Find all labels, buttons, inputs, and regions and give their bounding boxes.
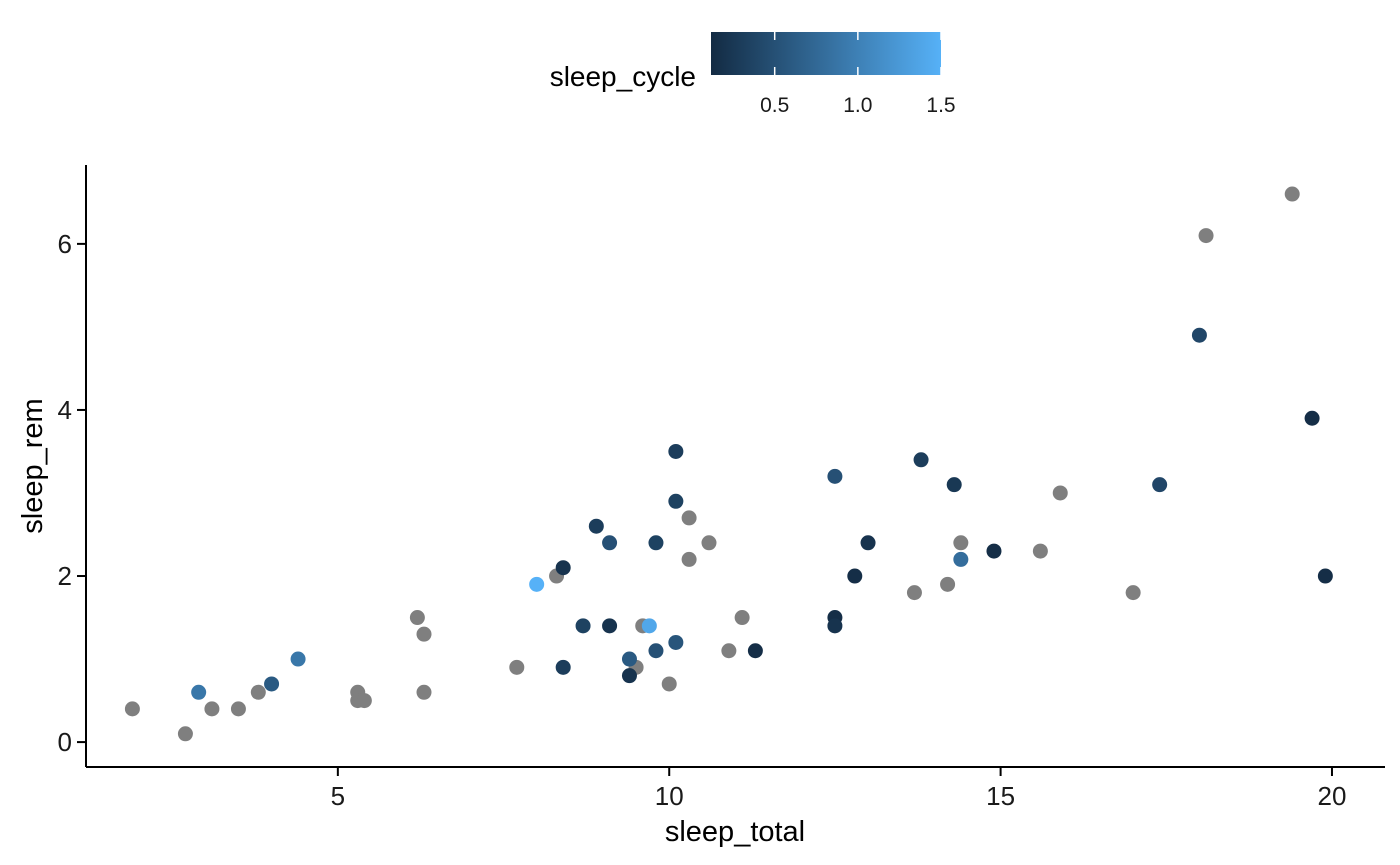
data-point <box>356 693 372 709</box>
colorbar-ticks: 0.5 1.0 1.5 <box>760 32 956 117</box>
data-point <box>860 535 876 551</box>
data-point <box>264 676 280 692</box>
y-tick-label: 4 <box>58 395 72 425</box>
data-point <box>668 443 684 459</box>
x-tick-label: 20 <box>1318 781 1347 811</box>
data-point <box>555 560 571 576</box>
data-point <box>940 576 956 592</box>
data-point <box>621 668 637 684</box>
data-point <box>416 626 432 642</box>
data-point <box>1125 585 1141 601</box>
data-point <box>681 551 697 567</box>
data-point <box>953 551 969 567</box>
colorbar-tick-label: 1.5 <box>926 94 955 117</box>
data-point <box>847 568 863 584</box>
data-point <box>588 518 604 534</box>
x-tick-label: 15 <box>986 781 1015 811</box>
data-point <box>648 643 664 659</box>
data-point <box>734 610 750 626</box>
data-point <box>602 618 618 634</box>
x-axis-title: sleep_total <box>665 816 805 848</box>
data-point <box>555 659 571 675</box>
legend: sleep_cycle 0.5 1.0 1.5 <box>550 32 956 117</box>
data-point <box>509 659 525 675</box>
data-point <box>177 726 193 742</box>
data-point <box>602 535 618 551</box>
data-point <box>986 543 1002 559</box>
data-point <box>191 684 207 700</box>
x-axis-ticks: 5 10 15 20 <box>331 767 1347 811</box>
data-points <box>124 186 1333 742</box>
data-point <box>668 634 684 650</box>
data-point <box>529 576 545 592</box>
data-point <box>575 618 591 634</box>
data-point <box>290 651 306 667</box>
data-point <box>230 701 246 717</box>
legend-title: sleep_cycle <box>550 61 696 92</box>
data-point <box>1032 543 1048 559</box>
data-point <box>668 493 684 509</box>
data-point <box>1052 485 1068 501</box>
data-point <box>953 535 969 551</box>
data-point <box>747 643 763 659</box>
data-point <box>204 701 220 717</box>
colorbar <box>711 32 941 75</box>
y-axis-title: sleep_rem <box>17 398 49 533</box>
data-point <box>641 618 657 634</box>
data-point <box>124 701 140 717</box>
y-axis-ticks: 0 2 4 6 <box>58 229 86 757</box>
data-point <box>1191 327 1207 343</box>
data-point <box>913 452 929 468</box>
data-point <box>250 684 266 700</box>
data-point <box>946 477 962 493</box>
data-point <box>409 610 425 626</box>
plot-area: 5 10 15 20 0 2 4 6 <box>58 165 1385 811</box>
data-point <box>701 535 717 551</box>
data-point <box>416 684 432 700</box>
data-point <box>1198 228 1214 244</box>
x-tick-label: 10 <box>655 781 684 811</box>
y-tick-label: 2 <box>58 561 72 591</box>
x-tick-label: 5 <box>331 781 345 811</box>
data-point <box>827 468 843 484</box>
data-point <box>661 676 677 692</box>
data-point <box>621 651 637 667</box>
data-point <box>1317 568 1333 584</box>
data-point <box>681 510 697 526</box>
data-point <box>827 618 843 634</box>
y-tick-label: 6 <box>58 229 72 259</box>
colorbar-tick-label: 0.5 <box>760 94 789 117</box>
data-point <box>1284 186 1300 202</box>
data-point <box>1304 410 1320 426</box>
data-point <box>648 535 664 551</box>
colorbar-tick-label: 1.0 <box>843 94 872 117</box>
data-point <box>721 643 737 659</box>
data-point <box>906 585 922 601</box>
data-point <box>1152 477 1168 493</box>
y-tick-label: 0 <box>58 727 72 757</box>
